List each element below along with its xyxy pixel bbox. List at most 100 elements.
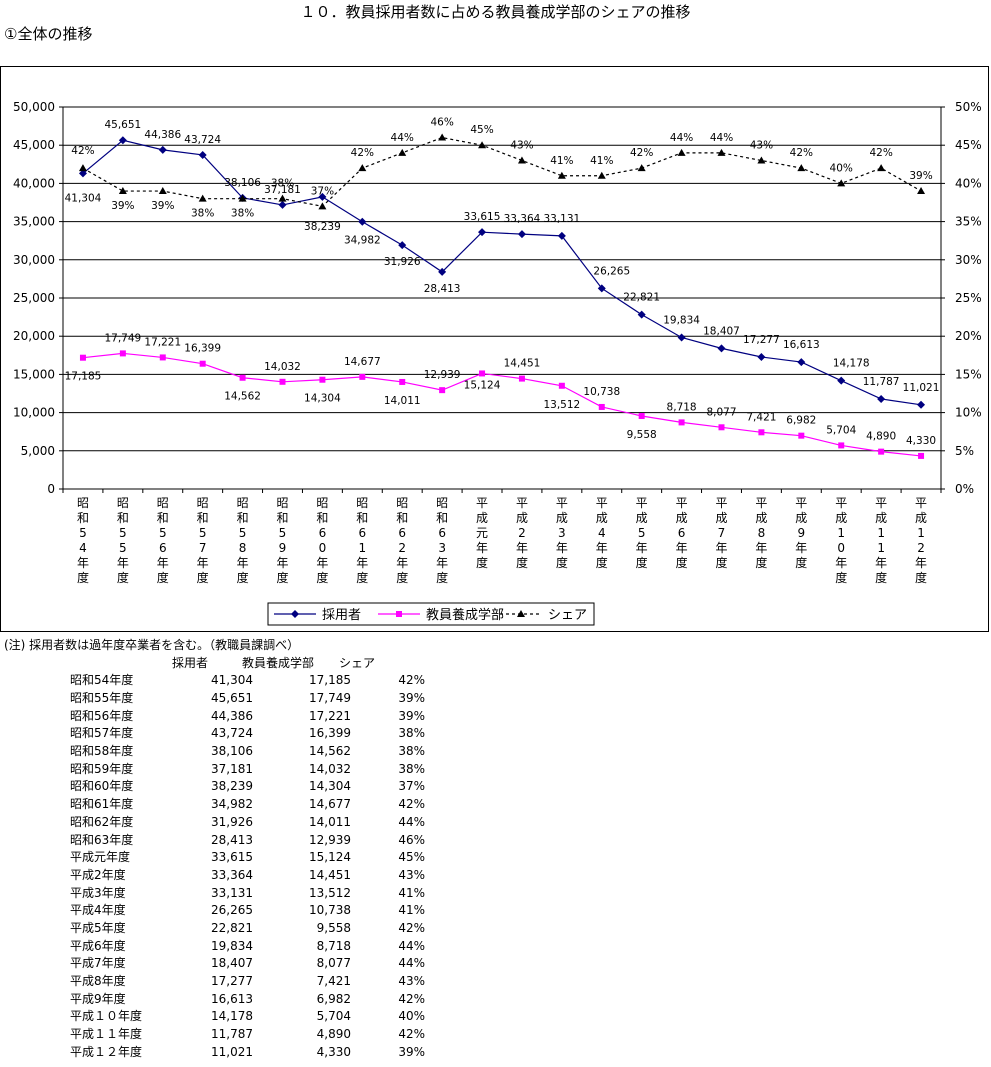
- data-label: 43%: [510, 139, 533, 151]
- table-cell-share: 42%: [398, 991, 425, 1006]
- data-label: 38%: [271, 178, 294, 190]
- marker-faculty: [758, 429, 765, 436]
- legend-label: 教員養成学部: [426, 607, 504, 623]
- table-cell-year: 昭和59年度: [70, 761, 134, 776]
- x-tick-label: 平成元年度: [476, 496, 488, 570]
- table-cell-share: 44%: [398, 956, 425, 971]
- data-label: 17,749: [104, 332, 141, 344]
- data-label: 42%: [790, 147, 813, 159]
- table-cell-share: 39%: [398, 708, 425, 723]
- table-cell-year: 昭和57年度: [70, 726, 134, 741]
- marker-faculty: [718, 424, 725, 431]
- table-cell-year: 平成１２年度: [70, 1044, 143, 1059]
- table-cell-hires: 14,178: [211, 1009, 253, 1024]
- data-label: 4,330: [906, 435, 936, 447]
- data-label: 42%: [630, 147, 653, 159]
- table-cell-faculty: 10,738: [309, 903, 351, 918]
- table-cell-year: 平成5年度: [70, 920, 126, 935]
- data-label: 10,738: [583, 386, 620, 398]
- table-row: 昭和61年度 34,982 14,677 42%: [70, 796, 425, 814]
- data-label: 8,718: [667, 401, 697, 413]
- table-cell-share: 39%: [398, 691, 425, 706]
- table-cell-faculty: 4,890: [316, 1027, 351, 1042]
- marker-share: [198, 194, 207, 202]
- table-cell-share: 41%: [398, 885, 425, 900]
- data-label: 6,982: [786, 415, 816, 427]
- y2-tick-label: 25%: [955, 291, 982, 305]
- marker-faculty: [399, 378, 406, 385]
- table-cell-hires: 33,615: [211, 850, 253, 865]
- table-cell-faculty: 14,032: [309, 761, 351, 776]
- marker-share: [478, 141, 487, 149]
- table-note: (注) 採用者数は過年度卒業者を含む。（教職員課調べ）: [4, 638, 300, 652]
- marker-hires: [398, 241, 407, 250]
- marker-share: [637, 164, 646, 172]
- series-line: [82, 352, 922, 457]
- x-tick-label: 平成 1 0 年度: [835, 496, 847, 585]
- data-label: 14,032: [264, 361, 301, 373]
- marker-faculty: [638, 412, 645, 419]
- data-label: 14,178: [833, 358, 870, 370]
- data-label: 43,724: [184, 134, 221, 146]
- marker-faculty: [518, 375, 525, 382]
- table-cell-year: 平成2年度: [70, 867, 126, 882]
- marker-faculty: [678, 419, 685, 426]
- y-tick-label: 5,000: [21, 444, 55, 458]
- table-cell-hires: 45,651: [211, 691, 253, 706]
- y-tick-label: 25,000: [13, 291, 55, 305]
- data-label: 18,407: [703, 325, 740, 337]
- marker-hires: [877, 394, 886, 403]
- data-label: 44,386: [144, 129, 181, 141]
- y2-tick-label: 10%: [955, 406, 982, 420]
- data-label: 14,677: [344, 356, 381, 368]
- x-tick-label: 昭和 5 5 年度: [117, 496, 129, 585]
- table-cell-year: 平成4年度: [70, 903, 126, 918]
- table-cell-share: 38%: [398, 726, 425, 741]
- table-cell-share: 46%: [398, 832, 425, 847]
- marker-hires: [677, 333, 686, 342]
- table-cell-year: 平成１１年度: [70, 1027, 143, 1042]
- x-tick-label: 昭和 5 7 年度: [197, 496, 209, 585]
- marker-hires: [837, 376, 846, 385]
- legend-label: 採用者: [322, 608, 361, 623]
- table-cell-hires: 11,787: [211, 1027, 253, 1042]
- table-cell-hires: 16,613: [211, 991, 253, 1006]
- table-cell-hires: 31,926: [211, 814, 253, 829]
- x-tick-label: 平成 1 1 年度: [875, 496, 887, 585]
- table-cell-share: 38%: [398, 761, 425, 776]
- table-cell-faculty: 9,558: [316, 920, 351, 935]
- table-cell-faculty: 14,562: [309, 744, 351, 759]
- marker-share: [677, 148, 686, 156]
- table-cell-year: 平成8年度: [70, 974, 126, 989]
- table-row: 平成2年度 33,364 14,451 43%: [70, 867, 425, 885]
- table-cell-share: 45%: [398, 850, 425, 865]
- table-row: 昭和57年度 43,724 16,399 38%: [70, 725, 425, 743]
- marker-share: [438, 133, 447, 141]
- data-label: 14,011: [384, 395, 421, 407]
- y-tick-label: 40,000: [13, 176, 55, 190]
- marker-faculty: [558, 382, 565, 389]
- y2-tick-label: 35%: [955, 215, 982, 229]
- table-header-faculty: 教員養成学部: [242, 656, 315, 670]
- table-header-share: シェア: [339, 656, 376, 670]
- marker-hires: [517, 230, 526, 239]
- data-label: 38,239: [304, 221, 341, 233]
- table-cell-hires: 28,413: [211, 832, 253, 847]
- table-row: 平成4年度 26,265 10,738 41%: [70, 902, 425, 920]
- data-label: 39%: [151, 200, 174, 212]
- data-label: 37,181: [264, 184, 301, 196]
- table-cell-faculty: 6,982: [316, 991, 351, 1006]
- data-label: 38%: [191, 208, 214, 220]
- data-label: 26,265: [593, 265, 630, 277]
- table-cell-share: 44%: [398, 938, 425, 953]
- marker-hires: [198, 150, 207, 159]
- legend-marker: [291, 610, 299, 618]
- data-label: 31,926: [384, 256, 421, 268]
- data-label: 40%: [830, 162, 853, 174]
- legend-marker: [396, 611, 402, 617]
- marker-hires: [717, 344, 726, 353]
- marker-faculty: [79, 354, 86, 361]
- marker-faculty: [479, 370, 486, 377]
- table-cell-year: 昭和55年度: [70, 691, 134, 706]
- y2-tick-label: 15%: [955, 367, 982, 381]
